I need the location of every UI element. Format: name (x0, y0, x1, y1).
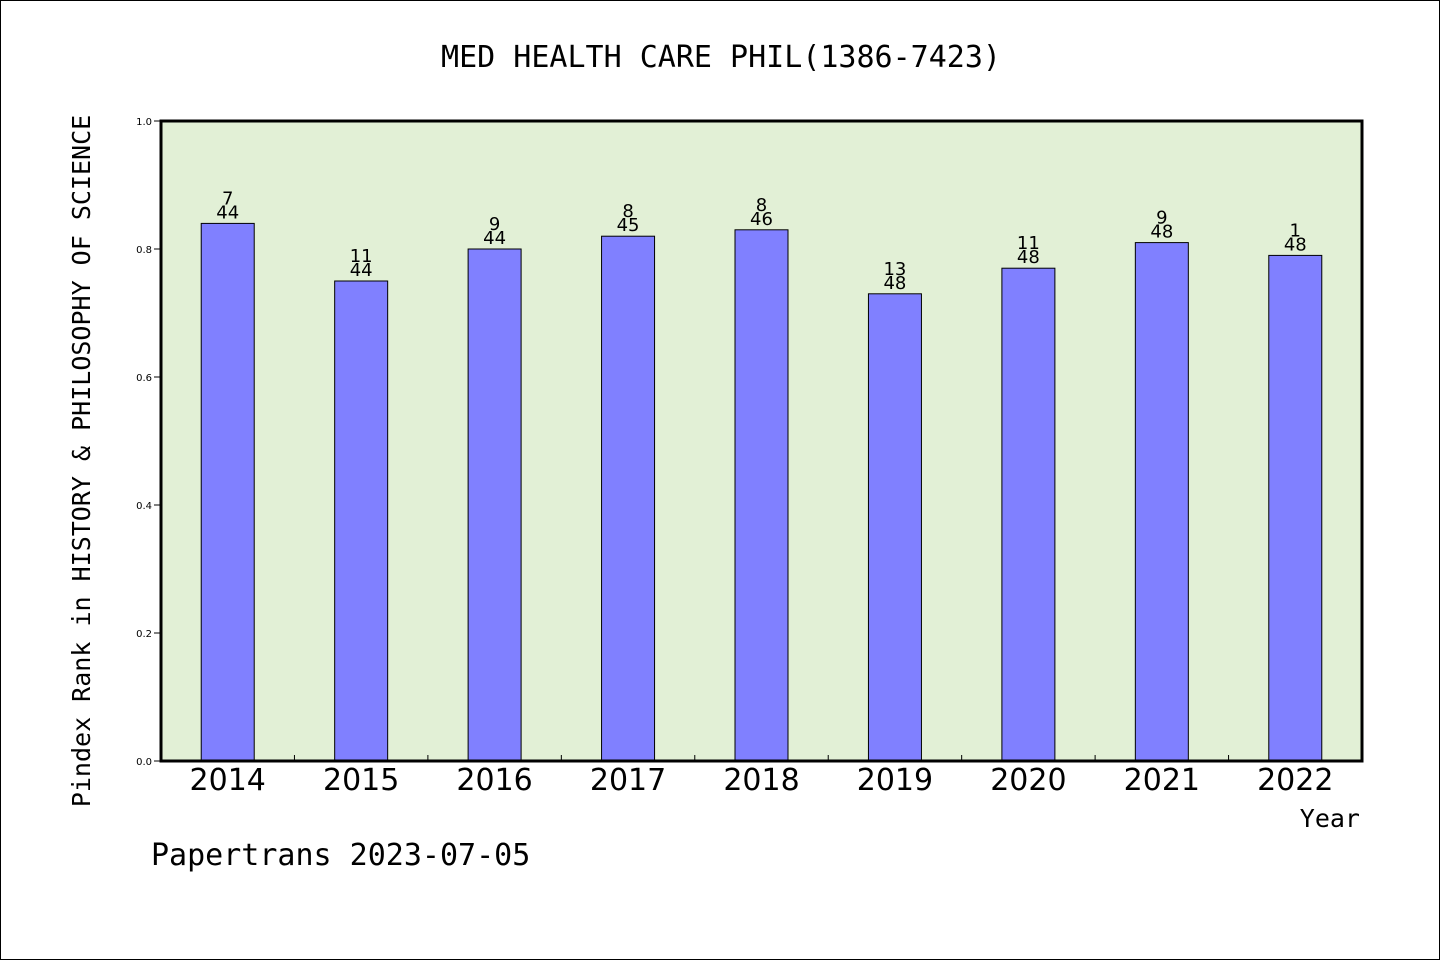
plot-border (159, 119, 1364, 763)
x-tick-label-2020: 2020 (990, 763, 1066, 798)
y-ticks-layer: 0.0 0.2 0.4 0.6 0.8 1.0 (136, 117, 161, 768)
bar-label-total-2017: 45 (617, 215, 640, 236)
bar-label-rank-2018: 8 (756, 195, 767, 216)
y-tick-label-0.0: 0.0 (136, 757, 152, 768)
bar-label-total-2021: 48 (1150, 222, 1173, 243)
bar-2015 (334, 280, 389, 762)
x-tick-label-2014: 2014 (190, 763, 266, 798)
bar-label-total-2016: 44 (483, 228, 506, 249)
x-tick-label-2019: 2019 (857, 763, 933, 798)
x-tick-label-2022: 2022 (1257, 763, 1333, 798)
y-tick-label-1.0: 1.0 (136, 117, 152, 128)
bar-label-rank-2021: 9 (1156, 208, 1167, 229)
bar-label-rank-2017: 8 (622, 201, 633, 222)
y-axis-label: Pindex Rank in HISTORY & PHILOSOPHY OF S… (67, 115, 96, 807)
x-tick-label-2018: 2018 (723, 763, 799, 798)
bar-label-rank-2020: 11 (1017, 233, 1040, 254)
x-tick-label-2016: 2016 (456, 763, 532, 798)
x-tick-label-2017: 2017 (590, 763, 666, 798)
bar-2022 (1268, 254, 1323, 762)
bar-2016 (467, 248, 522, 762)
y-tick-label-0.2: 0.2 (136, 629, 152, 640)
y-tick-label-0.6: 0.6 (136, 373, 152, 384)
bar-label-rank-2015: 11 (350, 246, 373, 267)
x-tick-label-2021: 2021 (1124, 763, 1200, 798)
bar-label-rank-2022: 1 (1290, 220, 1301, 241)
bar-label-rank-2014: 7 (222, 188, 233, 209)
y-tick-label-0.4: 0.4 (136, 501, 152, 512)
bars-layer (200, 222, 1323, 762)
bar-label-total-2014: 44 (216, 202, 239, 223)
bar-2019 (867, 293, 922, 762)
bar-label-total-2022: 48 (1284, 234, 1307, 255)
x-ticks-layer: 2014 2015 2016 2017 2018 2019 2020 2021 2022 (190, 755, 1333, 798)
x-axis-label: Year (1300, 804, 1360, 833)
bar-2021 (1134, 242, 1189, 762)
bar-2020 (1001, 267, 1056, 762)
bar-label-total-2019: 48 (883, 273, 906, 294)
footer-credit: Papertrans 2023-07-05 (151, 838, 530, 873)
bar-label-rank-2019: 13 (883, 259, 906, 280)
bar-label-total-2018: 46 (750, 209, 773, 230)
bar-2017 (601, 235, 656, 762)
bar-label-total-2015: 44 (350, 260, 373, 281)
chart-title: MED HEALTH CARE PHIL(1386-7423) (441, 40, 1001, 75)
x-tick-label-2015: 2015 (323, 763, 399, 798)
bar-2018 (734, 229, 789, 762)
bar-2014 (200, 222, 255, 762)
bar-label-total-2020: 48 (1017, 247, 1040, 268)
y-tick-label-0.8: 0.8 (136, 245, 152, 256)
bar-label-rank-2016: 9 (489, 214, 500, 235)
